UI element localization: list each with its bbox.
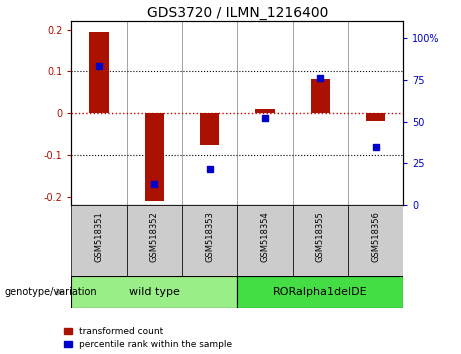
Title: GDS3720 / ILMN_1216400: GDS3720 / ILMN_1216400 — [147, 6, 328, 20]
Text: RORalpha1delDE: RORalpha1delDE — [273, 287, 368, 297]
Bar — [182, 205, 237, 276]
Text: GSM518356: GSM518356 — [371, 211, 380, 262]
Text: GSM518352: GSM518352 — [150, 211, 159, 262]
Legend: transformed count, percentile rank within the sample: transformed count, percentile rank withi… — [65, 327, 232, 349]
Bar — [237, 276, 403, 308]
Text: genotype/variation: genotype/variation — [5, 287, 97, 297]
Bar — [145, 113, 164, 201]
Bar — [127, 205, 182, 276]
Bar — [237, 205, 293, 276]
Text: GSM518353: GSM518353 — [205, 211, 214, 262]
Bar — [311, 79, 330, 113]
Bar — [348, 205, 403, 276]
Text: GSM518355: GSM518355 — [316, 211, 325, 262]
Text: wild type: wild type — [129, 287, 180, 297]
Text: GSM518351: GSM518351 — [95, 211, 104, 262]
Bar — [200, 113, 219, 145]
Bar — [71, 205, 127, 276]
Bar — [255, 109, 275, 113]
Bar — [293, 205, 348, 276]
Bar — [71, 276, 237, 308]
Bar — [366, 113, 385, 121]
Text: GSM518354: GSM518354 — [260, 211, 270, 262]
Bar — [89, 32, 109, 113]
